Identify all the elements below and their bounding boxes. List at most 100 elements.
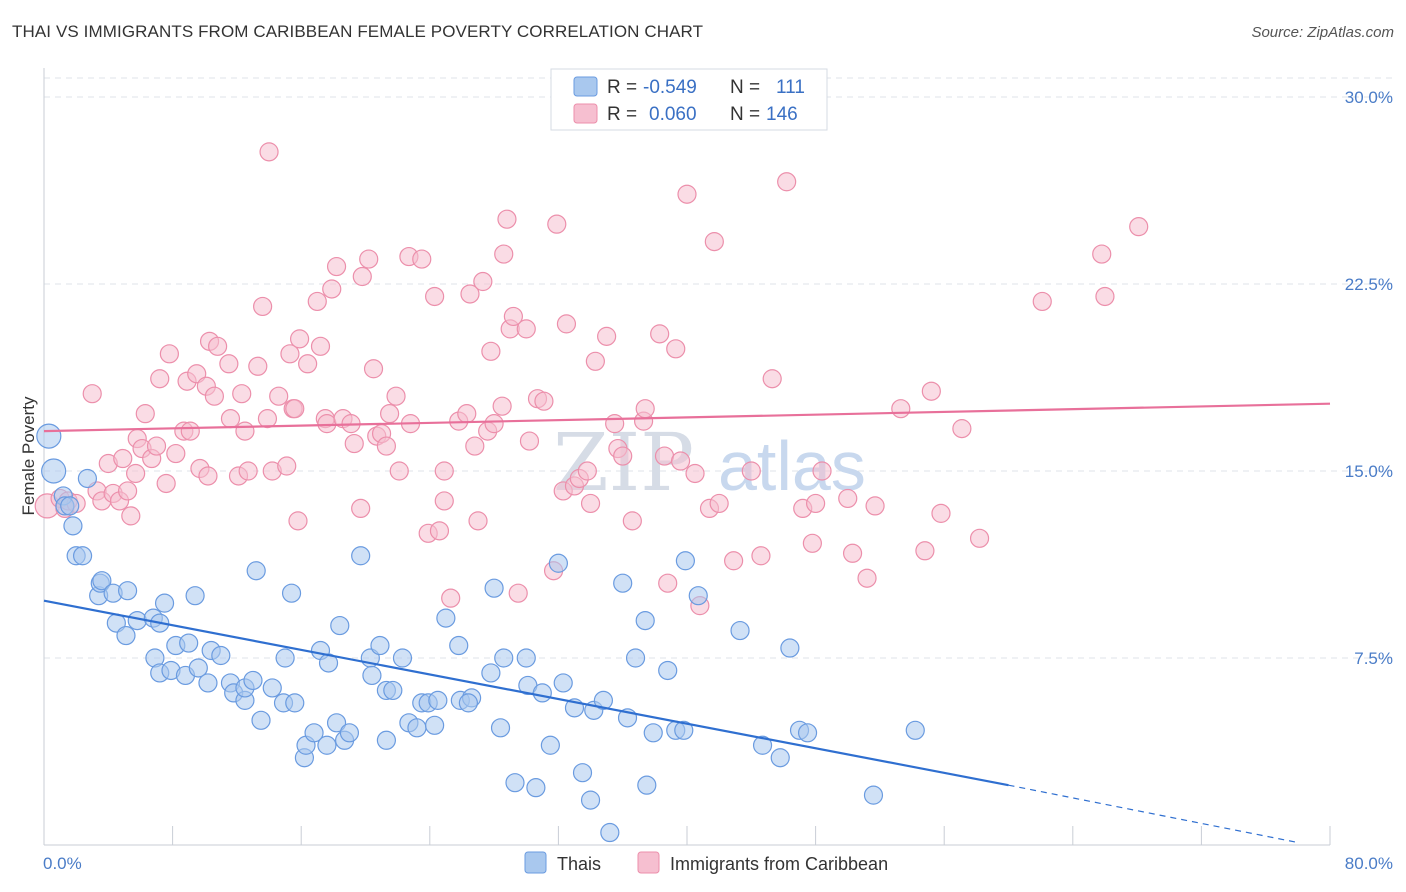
caribbean-point (1092, 244, 1112, 264)
caribbean-point (307, 291, 327, 312)
caribbean-point (492, 396, 512, 416)
caribbean-point (434, 461, 454, 481)
caribbean-point (709, 493, 729, 514)
caribbean-point (585, 351, 605, 371)
thais-point (77, 468, 98, 489)
caribbean-point (412, 249, 432, 269)
caribbean-point (285, 399, 305, 419)
caribbean-point (425, 286, 445, 307)
thais-point (285, 693, 305, 713)
y-tick-label: 22.5% (1345, 275, 1393, 294)
caribbean-point (484, 414, 504, 434)
caribbean-point (253, 296, 273, 317)
thais-point (553, 673, 573, 693)
caribbean-point (259, 142, 279, 162)
thais-point (625, 648, 646, 668)
thais-point (593, 690, 614, 710)
thais-point (484, 578, 504, 598)
thais-point (635, 610, 655, 631)
caribbean-point (248, 356, 268, 376)
bottom-legend-swatch-thais (524, 851, 547, 874)
caribbean-point (494, 244, 514, 264)
thais-point (376, 730, 396, 750)
caribbean-point (277, 456, 297, 476)
caribbean-point (519, 431, 540, 451)
series-thais-points (36, 423, 925, 843)
caribbean-point (577, 461, 597, 481)
caribbean-point (650, 324, 670, 344)
thais-point (494, 648, 514, 668)
bottom-legend-label-caribbean: Immigrants from Caribbean (670, 854, 888, 874)
thais-point (262, 678, 282, 698)
x-tick-label-max: 80.0% (1345, 854, 1393, 873)
thais-point (246, 561, 266, 581)
caribbean-point (269, 386, 289, 406)
thais-point (449, 635, 469, 656)
thais-point (339, 723, 360, 743)
caribbean-point (113, 448, 133, 469)
caribbean-point (232, 384, 252, 404)
thais-point (251, 710, 271, 730)
caribbean-point (180, 421, 200, 441)
caribbean-point (857, 568, 877, 588)
thais-point (326, 713, 347, 733)
y-tick-label: 7.5% (1354, 649, 1393, 668)
caribbean-point (666, 339, 686, 359)
x-ticks (43, 826, 1331, 845)
caribbean-point (534, 391, 554, 411)
caribbean-point (805, 493, 826, 514)
thais-point (330, 615, 350, 636)
caribbean-point (812, 461, 832, 481)
caribbean-point (1032, 291, 1052, 312)
thais-point (425, 715, 445, 735)
legend-n-label-2: N = (730, 104, 760, 125)
caribbean-point (257, 409, 278, 429)
caribbean-point (547, 214, 567, 234)
caribbean-point (622, 511, 642, 531)
thais-point (770, 748, 790, 768)
thais-point (351, 546, 371, 566)
thais-point (730, 620, 750, 641)
caribbean-point (597, 326, 617, 346)
caribbean-point (351, 498, 371, 518)
caribbean-point (288, 511, 308, 531)
caribbean-point (441, 588, 461, 608)
chart-title: THAI VS IMMIGRANTS FROM CARIBBEAN FEMALE… (12, 22, 704, 41)
thais-point (383, 680, 403, 701)
caribbean-point (322, 279, 342, 299)
thais-point (548, 553, 569, 573)
caribbean-point (473, 271, 493, 292)
thais-point (572, 763, 593, 783)
caribbean-point (280, 344, 300, 364)
legend-r-label-1: R = (607, 77, 637, 98)
caribbean-point (150, 369, 170, 389)
thais-point (179, 633, 199, 653)
caribbean-point (865, 496, 885, 516)
thais-point (675, 551, 695, 571)
thais-point (317, 735, 337, 755)
thais-point (688, 586, 708, 606)
thais-point (211, 645, 231, 666)
caribbean-point (380, 404, 400, 424)
thais-point (198, 673, 218, 693)
caribbean-point (457, 404, 477, 424)
thais-point (41, 458, 67, 484)
thais-point (362, 665, 382, 686)
series-caribbean-points (34, 142, 1149, 616)
caribbean-point (386, 386, 406, 406)
caribbean-point (952, 419, 972, 439)
caribbean-point (891, 399, 911, 419)
caribbean-point (741, 461, 761, 481)
caribbean-point (219, 354, 239, 374)
caribbean-point (135, 404, 155, 424)
caribbean-point (117, 481, 138, 501)
trend-lines (43, 402, 1331, 844)
caribbean-point (235, 421, 255, 441)
caribbean-point (434, 491, 454, 511)
caribbean-point (352, 266, 372, 287)
caribbean-point (670, 451, 691, 471)
legend-n-label-1: N = (730, 77, 760, 98)
caribbean-point (166, 443, 186, 464)
legend-swatch-caribbean (573, 103, 598, 124)
legend-n-value-2: 146 (766, 104, 798, 125)
